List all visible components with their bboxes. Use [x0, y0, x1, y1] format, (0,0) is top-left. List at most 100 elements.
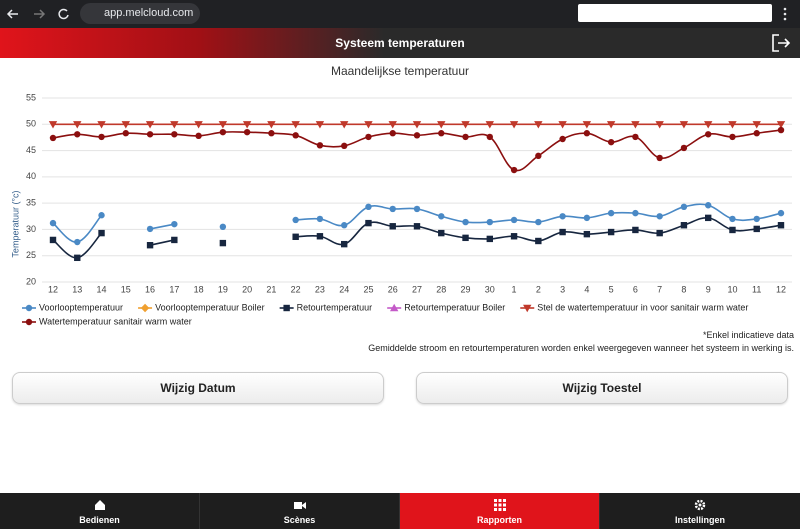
point	[171, 220, 178, 228]
point	[340, 121, 349, 129]
browser-bar: app.melcloud.com	[0, 0, 800, 28]
point	[388, 121, 397, 129]
y-tick-label: 30	[26, 224, 36, 234]
point	[121, 121, 130, 129]
point	[438, 130, 445, 137]
chart: Maandelijkse temperatuur Temperatuur (°c…	[10, 64, 792, 326]
point	[632, 133, 639, 141]
point	[535, 218, 542, 226]
point	[145, 121, 155, 129]
x-tick-label: 16	[145, 284, 155, 294]
point	[146, 225, 154, 233]
y-tick-label: 40	[26, 171, 36, 181]
note: *Enkel indicatieve data	[702, 330, 794, 340]
point	[389, 205, 396, 213]
point	[777, 126, 785, 134]
legend-marker	[140, 303, 150, 313]
x-tick-label: 11	[752, 284, 761, 294]
x-tick-label: 21	[266, 284, 276, 294]
url[interactable]: app.melcloud.com	[104, 7, 194, 19]
point	[413, 205, 421, 213]
point	[486, 218, 493, 226]
x-tick-label: 5	[609, 284, 614, 294]
point	[438, 229, 445, 237]
point	[316, 142, 324, 149]
point	[365, 203, 372, 211]
url-pill[interactable]	[80, 3, 200, 24]
x-tick-label: 6	[633, 284, 638, 294]
back-icon[interactable]	[6, 9, 18, 19]
point	[753, 225, 760, 233]
legend-marker	[523, 304, 532, 313]
legend-label: Retourtemperatuur	[297, 302, 373, 312]
point	[49, 236, 57, 244]
header-title: Systeem temperaturen	[335, 36, 465, 50]
x-tick-label: 22	[291, 284, 301, 294]
legend-item: Voorlooptemperatuur Boiler	[138, 302, 265, 312]
nav-item[interactable]: Rapporten	[400, 493, 600, 529]
point	[680, 203, 688, 211]
legend-marker	[389, 303, 399, 312]
point	[98, 212, 105, 219]
legend-item: Retourtemperatuur Boiler	[387, 302, 505, 312]
logout-icon[interactable]	[770, 32, 792, 54]
point	[74, 254, 81, 262]
nav-label: Scènes	[283, 515, 316, 525]
point	[242, 121, 252, 129]
point	[171, 131, 178, 138]
button[interactable]: Wijzig Datum	[12, 372, 384, 404]
y-tick-label: 20	[26, 276, 36, 286]
forward-icon[interactable]	[34, 9, 46, 19]
x-tick-label: 24	[339, 284, 349, 294]
point	[219, 128, 227, 136]
point	[535, 237, 542, 245]
legend-label: Retourtemperatuur Boiler	[404, 302, 505, 312]
x-tick-label: 3	[560, 284, 565, 294]
nav-item[interactable]: Scènes	[200, 493, 400, 529]
x-tick-label: 12	[48, 284, 58, 294]
x-tick-label: 30	[485, 284, 495, 294]
x-tick-label: 4	[584, 284, 589, 294]
browser-controls	[6, 8, 69, 20]
nav-item[interactable]: Bedienen	[0, 493, 200, 529]
x-tick-label: 26	[388, 284, 398, 294]
point	[607, 228, 615, 236]
x-tick-label: 18	[194, 284, 204, 294]
x-tick-label: 9	[706, 284, 711, 294]
nav-item[interactable]: Instellingen	[600, 493, 800, 529]
point	[74, 131, 81, 138]
point	[705, 131, 712, 138]
point	[146, 242, 154, 249]
point	[656, 154, 663, 162]
menu-icon[interactable]	[782, 6, 788, 22]
point	[413, 132, 421, 139]
point	[777, 222, 785, 229]
point	[98, 229, 105, 237]
chart-title: Maandelijkse temperatuur	[331, 64, 469, 78]
point	[268, 130, 275, 137]
point	[704, 121, 713, 129]
x-tick-label: 15	[121, 284, 131, 294]
point	[583, 214, 591, 222]
point	[486, 133, 493, 141]
x-tick-label: 23	[315, 284, 325, 294]
x-tick-label: 19	[218, 284, 228, 294]
point	[462, 133, 469, 141]
point	[146, 131, 154, 138]
point	[729, 226, 736, 234]
x-tick-label: 8	[681, 284, 686, 294]
point	[219, 239, 227, 247]
point	[218, 121, 228, 129]
point	[535, 152, 542, 160]
point	[656, 229, 663, 237]
nav-label: Rapporten	[477, 515, 522, 525]
point	[389, 130, 396, 137]
point	[632, 226, 639, 234]
reload-icon[interactable]	[58, 8, 69, 20]
y-tick-label: 50	[26, 119, 36, 129]
point	[195, 132, 202, 140]
search-box[interactable]	[578, 4, 772, 22]
point	[607, 138, 615, 146]
button[interactable]: Wijzig Toestel	[416, 372, 788, 404]
point	[341, 142, 348, 150]
